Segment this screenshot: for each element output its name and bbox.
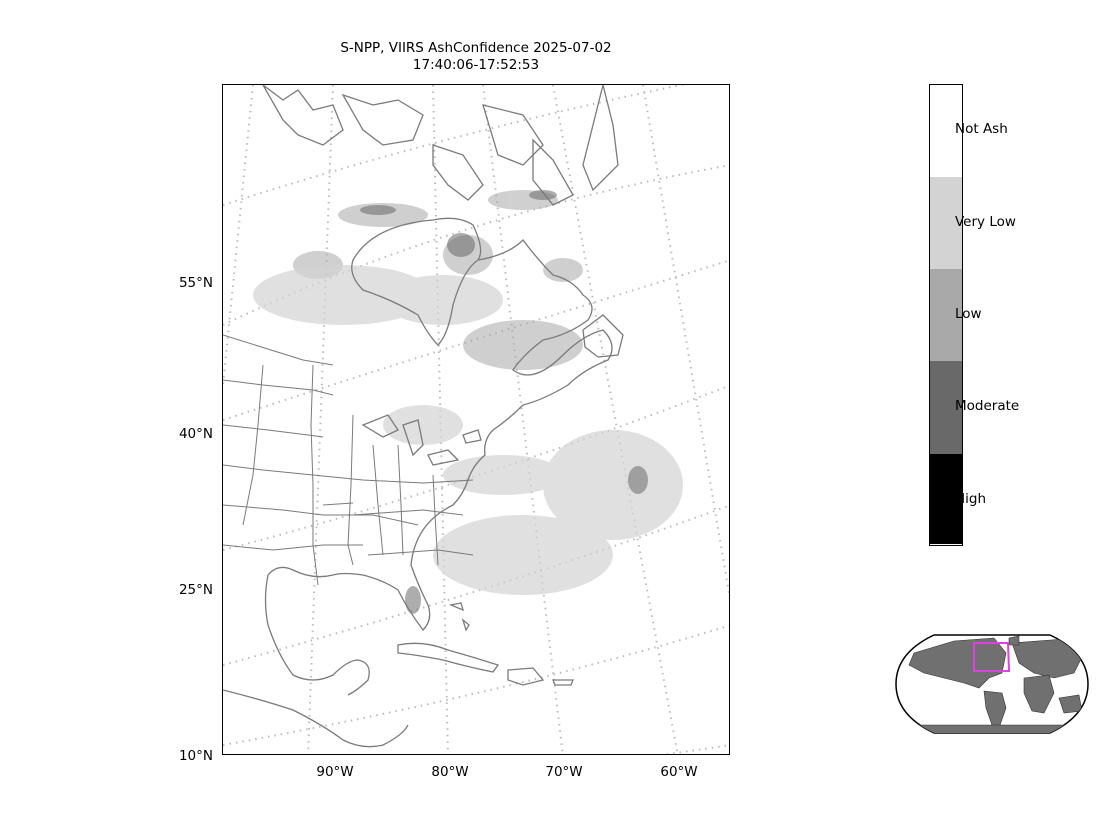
- lon-label-70w: 70°W: [545, 764, 583, 780]
- colorbar-label-not-ash: Not Ash: [955, 121, 1008, 137]
- lat-label-40n: 40°N: [178, 426, 213, 442]
- lon-label-60w: 60°W: [660, 764, 698, 780]
- colorbar-segment-very-low: [930, 177, 962, 269]
- map-title-line2: 17:40:06-17:52:53: [412, 57, 540, 73]
- lon-label-80w: 80°W: [431, 764, 469, 780]
- map-title: S-NPP, VIIRS AshConfidence 2025-07-02 17…: [222, 40, 730, 74]
- colorbar-segment-not-ash: [930, 85, 962, 177]
- colorbar-segment-high: [930, 454, 962, 544]
- colorbar-segment-low: [930, 269, 962, 361]
- lat-label-55n: 55°N: [178, 275, 213, 291]
- map-extent-box: [973, 642, 1011, 672]
- ash-confidence-field: [253, 190, 683, 614]
- colorbar-label-moderate: Moderate: [955, 398, 1020, 414]
- map-title-line1: S-NPP, VIIRS AshConfidence 2025-07-02: [340, 40, 612, 56]
- map-panel[interactable]: [222, 84, 730, 755]
- locator-globe-inset: [895, 634, 1089, 734]
- colorbar-label-high: High: [955, 491, 987, 507]
- coastlines: [223, 85, 624, 748]
- lon-label-90w: 90°W: [316, 764, 354, 780]
- colorbar-label-very-low: Very Low: [955, 214, 1016, 230]
- colorbar-segment-moderate: [930, 361, 962, 454]
- globe-continents: [908, 635, 1085, 733]
- colorbar: [929, 84, 963, 546]
- map-canvas: [223, 85, 729, 754]
- graticule: [223, 85, 729, 754]
- colorbar-label-low: Low: [955, 306, 982, 322]
- lat-label-10n: 10°N: [178, 748, 213, 764]
- lat-label-25n: 25°N: [178, 582, 213, 598]
- political-borders: [223, 334, 474, 586]
